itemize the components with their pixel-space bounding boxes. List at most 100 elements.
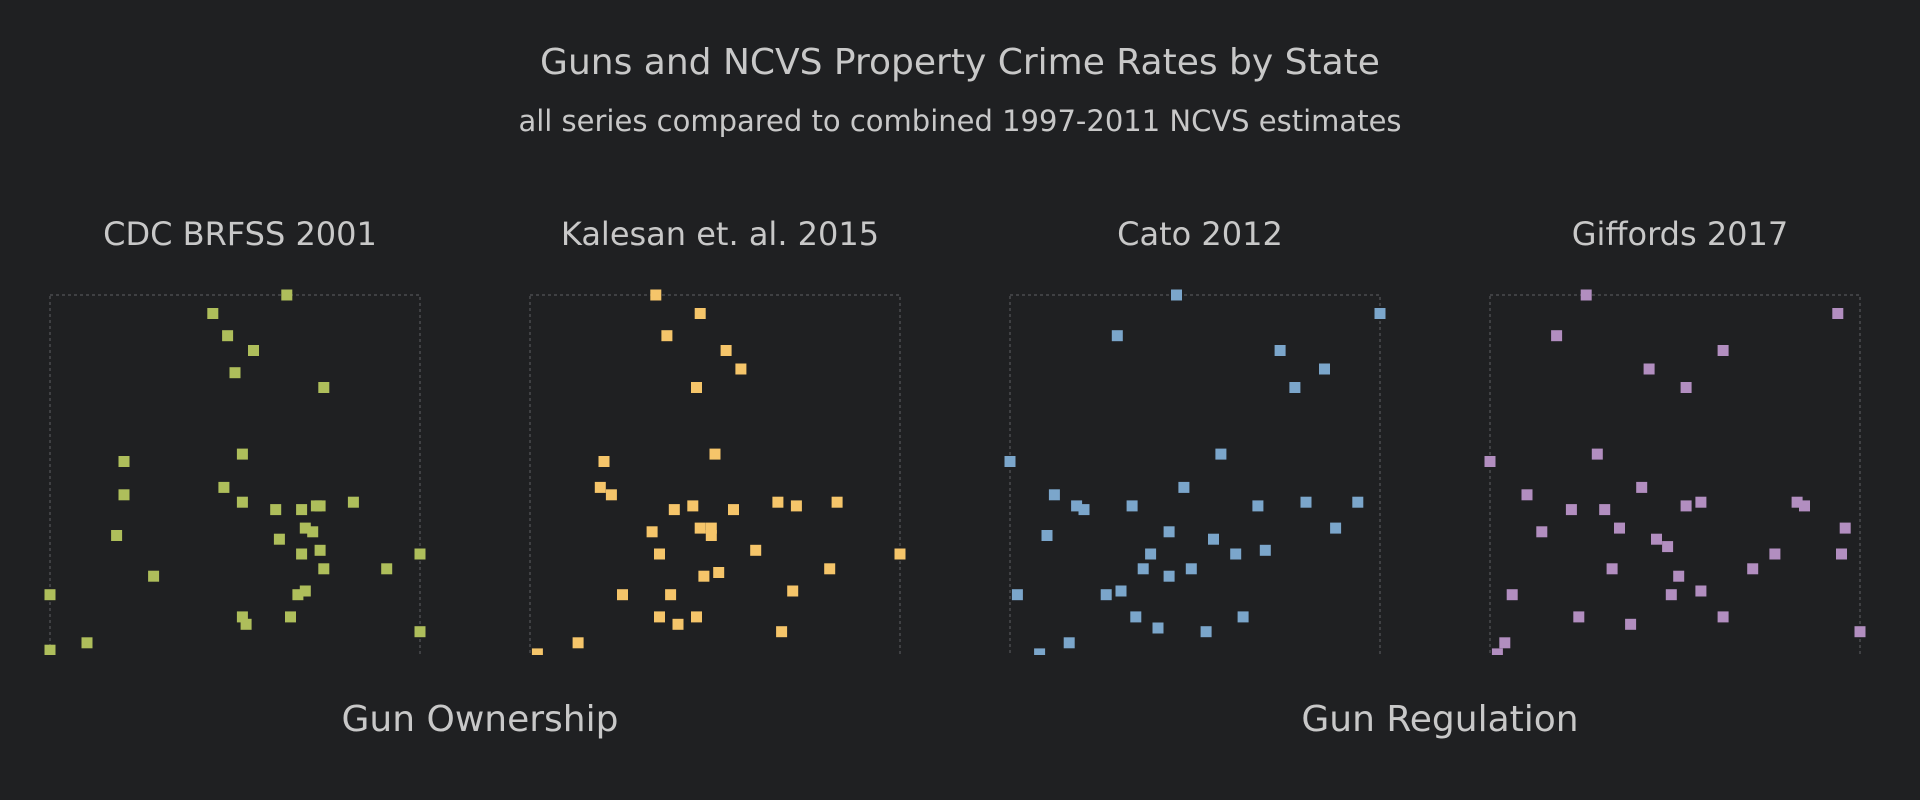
data-point: [1791, 496, 1803, 508]
data-point: [787, 585, 799, 597]
plot-frame: [1489, 294, 1861, 655]
data-point: [654, 548, 665, 560]
data-point: [281, 289, 293, 301]
chart-title: Guns and NCVS Property Crime Rates by St…: [540, 42, 1380, 83]
data-point: [691, 382, 702, 393]
data-point: [665, 589, 677, 601]
data-point: [1163, 570, 1175, 582]
panel-title: Cato 2012: [1117, 215, 1283, 253]
data-point: [1573, 611, 1585, 623]
data-point: [307, 526, 319, 538]
panel-giffords: Giffords 2017: [1440, 215, 1920, 655]
data-point: [1717, 345, 1729, 356]
data-point: [296, 548, 308, 560]
data-point: [1215, 448, 1227, 460]
panel-title: Giffords 2017: [1571, 215, 1789, 253]
data-point: [1330, 522, 1342, 534]
data-point: [44, 644, 56, 655]
data-point: [414, 548, 426, 560]
data-point: [1643, 363, 1655, 375]
panel-title: CDC BRFSS 2001: [103, 215, 377, 253]
data-point: [414, 626, 426, 638]
data-point: [248, 345, 259, 356]
data-point: [118, 489, 130, 501]
data-point: [44, 589, 56, 601]
data-point: [1625, 618, 1637, 630]
data-point: [1115, 585, 1127, 597]
data-point: [709, 448, 721, 460]
data-point: [318, 563, 330, 575]
data-point: [598, 456, 610, 467]
data-point: [1680, 500, 1692, 512]
data-point: [81, 637, 93, 649]
data-point: [650, 289, 662, 301]
data-point: [1551, 330, 1563, 342]
data-point: [1171, 289, 1182, 301]
data-point: [1126, 500, 1138, 512]
data-point: [694, 308, 706, 319]
data-point: [1536, 526, 1548, 538]
data-point: [713, 567, 725, 578]
data-point: [668, 504, 680, 516]
data-point: [790, 500, 802, 512]
data-point: [672, 618, 684, 630]
data-point: [1078, 504, 1090, 516]
data-point: [1100, 589, 1112, 601]
plot-frame: [49, 294, 421, 655]
data-point: [111, 530, 123, 541]
data-point: [1565, 504, 1577, 516]
data-point: [654, 611, 665, 623]
data-point: [1836, 548, 1847, 560]
data-point: [236, 496, 248, 508]
data-point: [1200, 626, 1212, 638]
data-point: [299, 522, 311, 534]
data-point: [1506, 589, 1518, 601]
data-point: [1185, 563, 1197, 575]
data-point: [705, 522, 717, 534]
data-point: [1695, 585, 1707, 597]
data-point: [572, 637, 584, 649]
data-point: [1034, 648, 1046, 655]
data-point: [646, 526, 658, 538]
data-point: [661, 330, 673, 342]
data-point: [1041, 530, 1053, 541]
data-point: [894, 548, 906, 560]
data-point: [1799, 500, 1810, 512]
data-point: [1854, 626, 1866, 638]
data-point: [1832, 308, 1844, 319]
group-label-regulation: Gun Regulation: [1301, 699, 1579, 740]
data-point: [1319, 363, 1330, 375]
data-point: [1680, 382, 1692, 393]
data-point: [222, 330, 234, 342]
data-point: [1063, 637, 1075, 649]
data-point: [1152, 622, 1164, 634]
data-point: [1163, 526, 1175, 538]
scatter-plot: [529, 289, 906, 655]
data-point: [148, 570, 160, 582]
data-point: [285, 611, 296, 623]
scatter-plot: [1004, 289, 1386, 655]
data-point: [1717, 611, 1729, 623]
data-point: [1484, 456, 1496, 467]
data-point: [347, 496, 359, 508]
data-point: [1747, 563, 1759, 575]
data-point: [314, 500, 326, 512]
data-point: [776, 626, 788, 638]
data-point: [1048, 489, 1060, 501]
data-point: [1599, 504, 1611, 516]
data-point: [218, 481, 230, 493]
data-point: [318, 382, 330, 393]
data-point: [229, 367, 241, 379]
data-point: [605, 489, 617, 501]
data-point: [617, 589, 628, 601]
data-point: [594, 481, 606, 493]
data-point: [1491, 648, 1503, 655]
data-point: [240, 618, 252, 630]
data-point: [1259, 544, 1271, 556]
data-point: [1591, 448, 1603, 460]
data-point: [1695, 496, 1707, 508]
data-point: [750, 544, 762, 556]
plot-frame: [529, 294, 901, 655]
data-point: [1606, 563, 1618, 575]
data-point: [1004, 456, 1016, 467]
